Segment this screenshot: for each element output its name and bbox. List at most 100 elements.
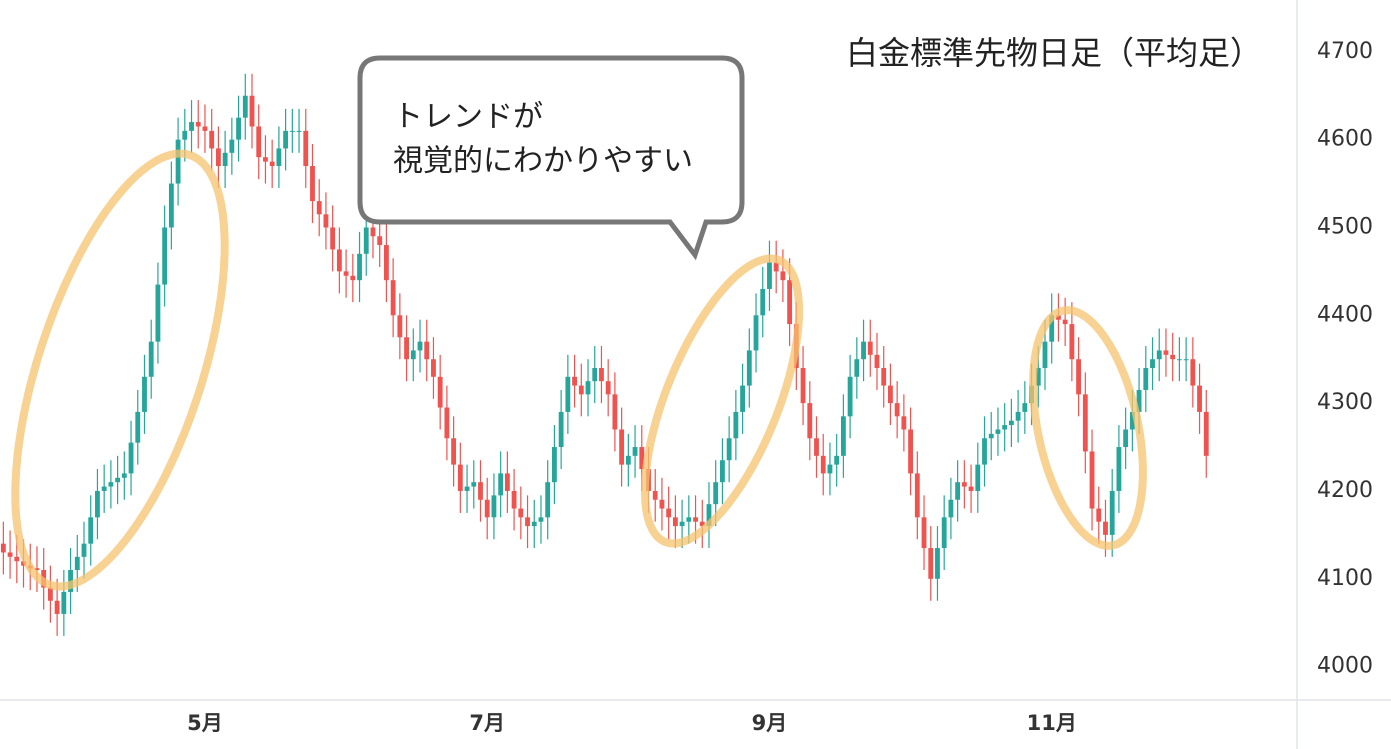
candle-body (1183, 359, 1189, 361)
candle-body (1116, 447, 1122, 491)
y-tick-label: 4600 (1317, 127, 1373, 152)
candle-body (814, 438, 819, 456)
candle-body (874, 354, 880, 369)
candle-body (995, 429, 1001, 434)
candle-body (363, 227, 369, 254)
candle-body (370, 227, 376, 237)
candle-body (1089, 451, 1095, 509)
y-tick-label: 4500 (1317, 214, 1373, 239)
candle-body (316, 201, 322, 215)
candle-body (740, 385, 746, 412)
candle-body (431, 359, 436, 377)
candle-body (914, 473, 920, 518)
x-tick-label: 9月 (752, 711, 788, 735)
candle-body (652, 490, 658, 500)
candle-body (263, 157, 268, 162)
candle-body (283, 130, 289, 149)
candle-body (518, 508, 524, 518)
candle-body (0, 543, 6, 553)
candle-body (733, 411, 739, 439)
candle-body (310, 165, 315, 202)
candle-body (572, 376, 577, 386)
candle-body (323, 214, 329, 228)
candle-body (1076, 359, 1082, 395)
candle-body (666, 508, 672, 518)
candle-body (457, 464, 463, 491)
candle-body (142, 376, 147, 412)
candle-body (242, 95, 248, 118)
candle-body (202, 126, 208, 131)
candle-body (215, 148, 221, 166)
candle-body (1056, 315, 1061, 320)
candle-body (148, 341, 154, 377)
candle-body (686, 517, 692, 522)
candle-body (115, 477, 121, 483)
candle-body (1190, 359, 1196, 386)
candle-body (424, 341, 430, 360)
candle-body (276, 148, 282, 166)
candle-body (881, 368, 887, 386)
highlight-ellipse (11, 149, 229, 591)
x-tick-label: 7月 (469, 711, 505, 735)
candle-body (182, 130, 188, 140)
candle-body (840, 416, 846, 456)
candle-body (437, 376, 443, 408)
x-tick-label: 11月 (1027, 711, 1077, 735)
candle-body (61, 591, 67, 614)
candle-body (1049, 315, 1055, 342)
candle-body (484, 499, 490, 518)
candle-body (612, 394, 618, 430)
candle-body (1096, 508, 1102, 522)
candle-body (417, 341, 423, 351)
candle-body (155, 284, 161, 342)
candle-body (780, 271, 786, 281)
candle-body (175, 139, 181, 184)
candle-body (108, 482, 114, 487)
candle-body (357, 253, 362, 281)
candle-body (1002, 425, 1008, 430)
candle-body (397, 315, 403, 338)
candle-body (551, 447, 557, 483)
candle-body (7, 552, 13, 557)
candle-body (921, 517, 927, 549)
candle-body (1022, 403, 1028, 412)
candle-body (1069, 324, 1075, 360)
candle-body (894, 403, 900, 417)
candle-body (296, 130, 302, 132)
candle-body (162, 227, 168, 285)
candle-body (88, 517, 94, 544)
candle-body (330, 227, 336, 250)
highlight-ellipse (1029, 306, 1147, 550)
candle-body (383, 245, 389, 281)
candle-body (935, 548, 940, 579)
candle-body (619, 429, 625, 465)
candle-body (1008, 420, 1014, 426)
candle-body (773, 262, 779, 272)
candle-body (1156, 350, 1162, 360)
candle-body (901, 416, 907, 430)
candle-body (787, 280, 793, 325)
candle-body (955, 482, 961, 500)
y-tick-label: 4400 (1317, 302, 1373, 327)
candle-body (592, 368, 598, 382)
candle-body (498, 473, 504, 496)
candle-body (229, 139, 235, 153)
candle-body (861, 341, 866, 360)
candle-body (47, 587, 53, 601)
candle-body (189, 122, 194, 131)
candle-body (249, 95, 255, 127)
candle-body (834, 455, 840, 465)
candle-body (659, 499, 665, 509)
candle-body (168, 183, 174, 228)
axes: 4000 4100 4200 4300 4400 4500 4600 4700 5月 7月 9月 11… (187, 39, 1373, 735)
candle-body (1203, 411, 1209, 456)
candle-body (726, 438, 732, 461)
candle-body (222, 152, 228, 166)
candle-body (867, 341, 873, 355)
candle-body (599, 368, 604, 382)
candle-body (558, 411, 564, 448)
candle-body (625, 455, 631, 465)
candle-body (746, 350, 752, 386)
candle-body (1042, 341, 1048, 369)
candle-body (941, 517, 947, 549)
